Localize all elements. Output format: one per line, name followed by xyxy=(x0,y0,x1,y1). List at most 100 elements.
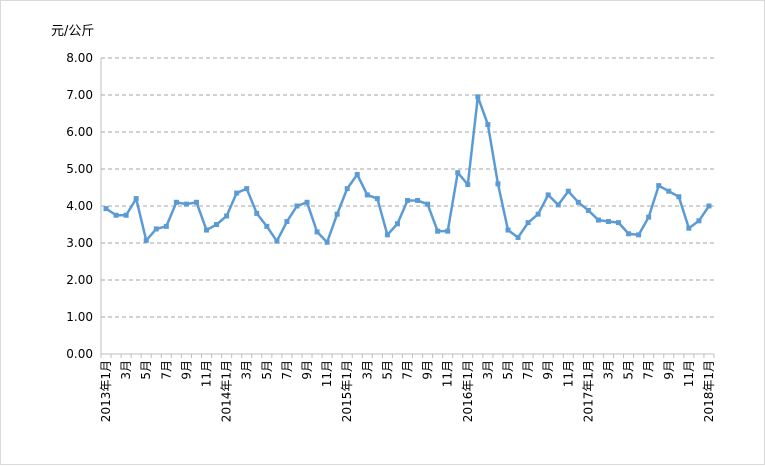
x-tick-labels: 2013年1月 3月 5月 7月 9月 11月 2014年1月 3月 5月 7月 9月 11月 2015… xyxy=(99,360,716,422)
x-tick-label: 5月 xyxy=(501,360,515,380)
data-point xyxy=(605,219,611,225)
y-tick-label: 2.00 xyxy=(66,273,93,287)
data-point xyxy=(224,213,230,219)
data-point xyxy=(294,203,300,209)
data-point xyxy=(676,194,682,200)
data-point xyxy=(585,207,591,213)
y-tick-label: 5.00 xyxy=(66,162,93,176)
data-point xyxy=(485,122,491,128)
gridlines xyxy=(101,57,714,318)
data-point xyxy=(374,196,380,202)
data-point xyxy=(173,199,179,205)
x-tick-label: 7月 xyxy=(521,360,535,380)
data-point xyxy=(153,226,159,232)
y-tick-label: 6.00 xyxy=(66,125,93,139)
x-tick-label: 2014年1月 xyxy=(220,360,234,422)
data-point xyxy=(505,227,511,233)
data-point xyxy=(274,238,280,244)
x-tick-label: 9月 xyxy=(662,360,676,380)
data-point xyxy=(103,206,109,212)
data-point xyxy=(183,201,189,207)
data-point xyxy=(545,192,551,198)
data-point xyxy=(535,211,541,217)
y-tick-labels: 0.00 1.00 2.00 3.00 4.00 5.00 6.00 7.00 8.00 xyxy=(66,51,93,361)
x-tick-label: 2016年1月 xyxy=(461,360,475,422)
x-tick-label: 7月 xyxy=(280,360,294,380)
x-tick-label: 7月 xyxy=(642,360,656,380)
data-point xyxy=(636,232,642,238)
x-tick-label: 9月 xyxy=(179,360,193,380)
data-point xyxy=(113,212,119,218)
y-tick-label: 0.00 xyxy=(66,347,93,361)
data-point xyxy=(384,232,390,238)
data-point xyxy=(324,239,330,245)
x-tick-label: 5月 xyxy=(380,360,394,380)
data-point xyxy=(435,228,441,234)
data-point xyxy=(475,94,481,100)
data-point xyxy=(525,220,531,226)
x-tick-label: 9月 xyxy=(300,360,314,380)
x-tick-label: 11月 xyxy=(682,360,696,387)
x-tick-label: 9月 xyxy=(421,360,435,380)
data-point xyxy=(354,172,360,178)
data-point xyxy=(244,186,250,192)
data-point xyxy=(163,223,169,229)
data-point xyxy=(686,225,692,231)
data-point xyxy=(555,202,561,208)
data-point xyxy=(304,199,310,205)
data-point xyxy=(314,229,320,235)
data-point xyxy=(364,192,370,198)
data-point xyxy=(214,222,220,227)
data-point xyxy=(264,223,270,229)
data-point xyxy=(656,183,662,189)
data-point xyxy=(394,221,400,227)
data-point xyxy=(646,214,652,220)
x-tick-label: 3月 xyxy=(360,360,374,380)
y-tick-label: 1.00 xyxy=(66,310,93,324)
x-tick-label: 9月 xyxy=(541,360,555,380)
data-point xyxy=(696,218,702,224)
data-point xyxy=(405,197,410,203)
data-point xyxy=(204,227,210,233)
x-tick-label: 2015年1月 xyxy=(340,360,354,422)
data-point xyxy=(495,181,501,187)
data-point xyxy=(626,231,632,237)
data-point xyxy=(143,237,149,243)
data-point xyxy=(425,201,431,207)
data-point xyxy=(445,228,451,234)
data-point xyxy=(706,203,712,209)
x-tick-label: 2017年1月 xyxy=(581,360,595,422)
data-point xyxy=(133,196,139,202)
x-tick-label: 7月 xyxy=(159,360,173,380)
data-point xyxy=(123,212,129,218)
data-point xyxy=(344,186,350,192)
data-point xyxy=(616,220,622,226)
data-point xyxy=(415,197,421,203)
data-point xyxy=(284,219,290,225)
x-tick-label: 11月 xyxy=(441,360,455,387)
x-tick-label: 5月 xyxy=(139,360,153,380)
x-tick-label: 2013年1月 xyxy=(99,360,113,422)
y-tick-label: 8.00 xyxy=(66,51,93,65)
data-point xyxy=(455,170,461,176)
data-point xyxy=(575,199,581,205)
y-tick-label: 4.00 xyxy=(66,199,93,213)
data-point xyxy=(595,217,601,223)
axes xyxy=(100,58,715,358)
data-point xyxy=(234,190,240,196)
y-tick-label: 3.00 xyxy=(66,236,93,250)
x-tick-label: 3月 xyxy=(481,360,495,380)
data-point xyxy=(515,234,521,240)
data-point xyxy=(254,210,260,216)
x-tick-label: 5月 xyxy=(260,360,274,380)
data-point xyxy=(465,182,471,188)
unit-label: 元/公斤 xyxy=(51,24,94,39)
x-tick-label: 11月 xyxy=(320,360,334,387)
x-tick-label: 3月 xyxy=(240,360,254,380)
data-point xyxy=(334,211,340,217)
x-tick-label: 11月 xyxy=(200,360,214,387)
x-tick-label: 3月 xyxy=(119,360,133,380)
y-tick-label: 7.00 xyxy=(66,88,93,102)
